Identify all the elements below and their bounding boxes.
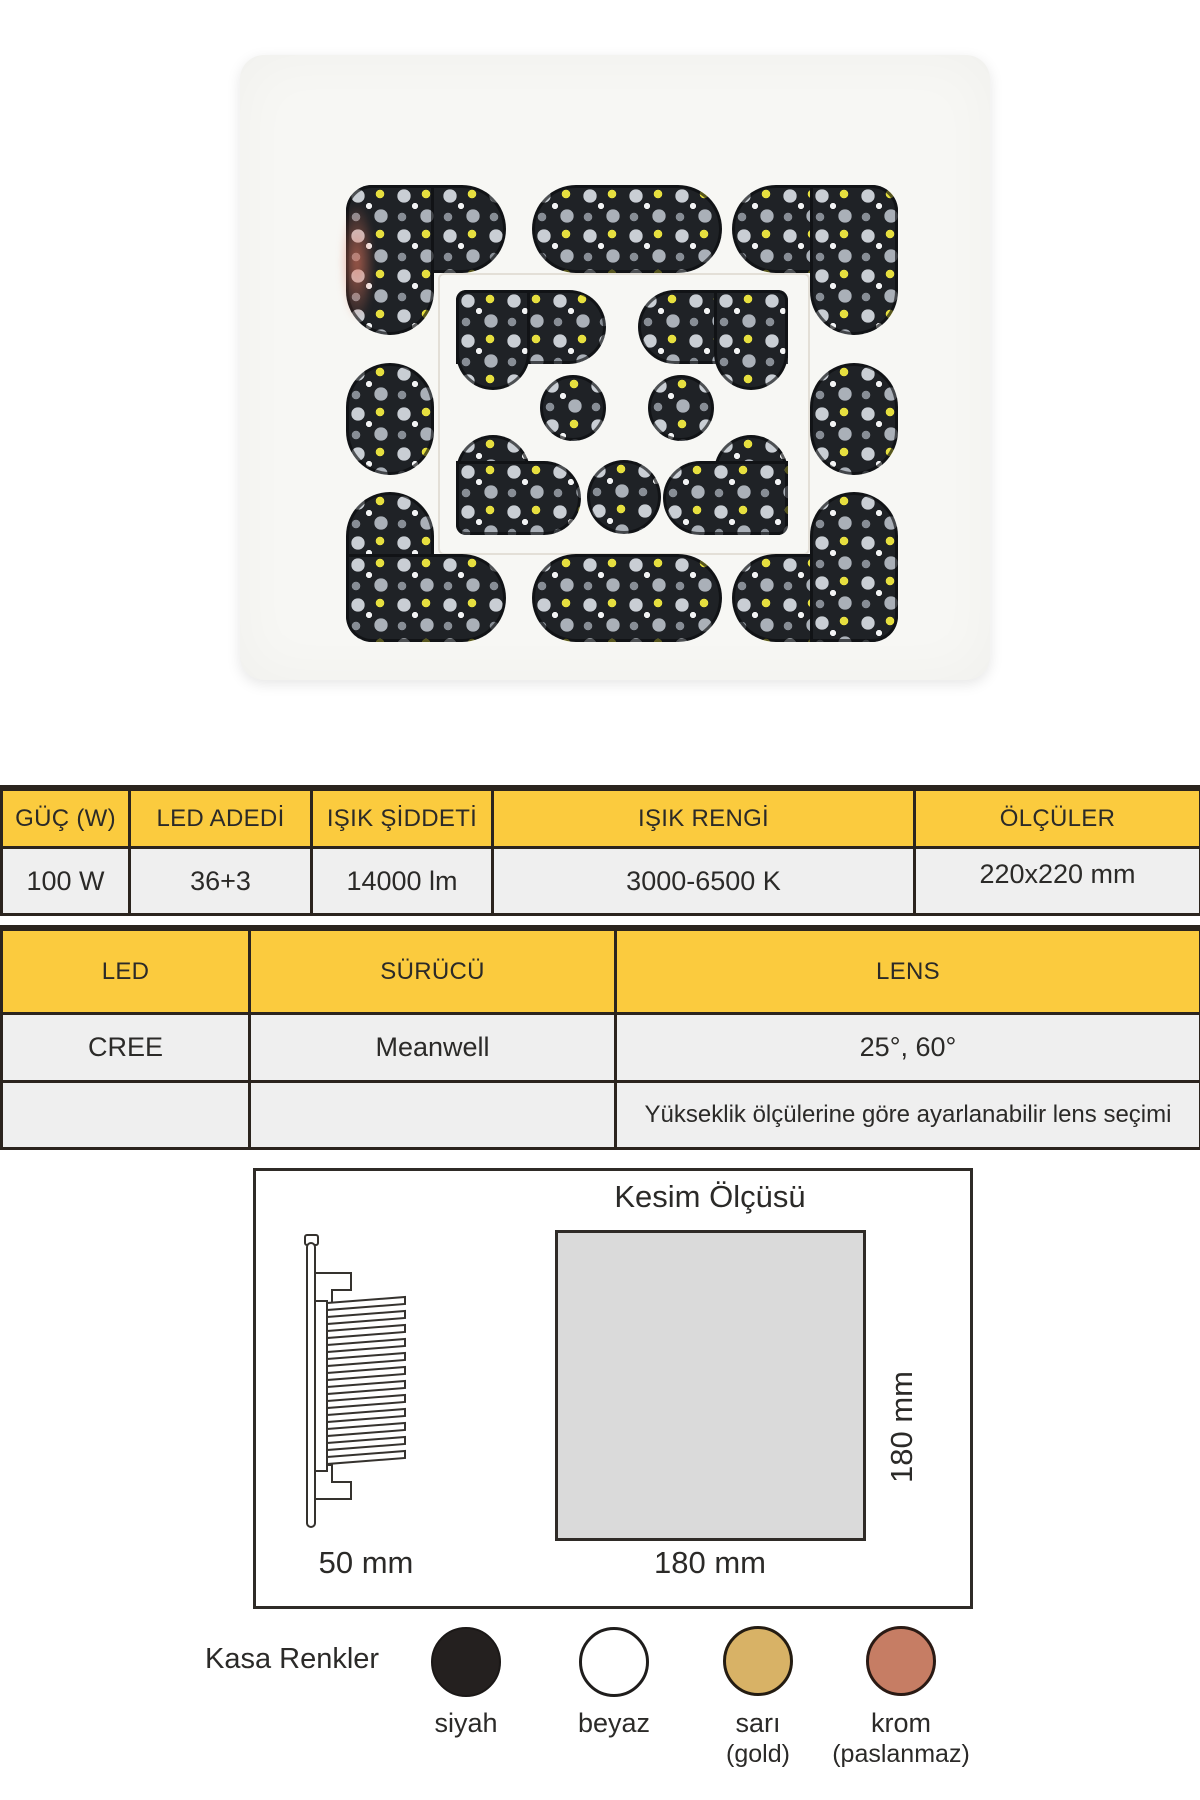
spec-table: GÜÇ (W) LED ADEDİ IŞIK ŞİDDETİ IŞIK RENG… xyxy=(0,785,1200,916)
component-empty-2 xyxy=(248,1080,614,1147)
spec-header-power: GÜÇ (W) xyxy=(3,788,128,846)
led-cutout-right-pill xyxy=(810,363,898,475)
led-cutout-inner-bottom-right-h xyxy=(663,461,788,535)
case-colors-title: Kasa Renkler xyxy=(205,1643,380,1675)
component-value-lens: 25°, 60° xyxy=(614,1012,1199,1080)
color-swatch-gold xyxy=(723,1626,793,1696)
color-label-chrome: krom xyxy=(871,1708,931,1738)
spec-value-power: 100 W xyxy=(3,846,128,913)
component-header-led: LED xyxy=(3,928,248,1012)
photo-red-reflection xyxy=(340,205,374,320)
color-label-white: beyaz xyxy=(577,1708,651,1738)
cutout-diagram-title: Kesim Ölçüsü xyxy=(614,1179,806,1214)
led-cutout-circle-bottom xyxy=(587,460,661,534)
component-lens-note: Yükseklik ölçülerine göre ayarlanabilir … xyxy=(614,1080,1199,1147)
component-value-led: CREE xyxy=(3,1012,248,1080)
led-cutout-bottom-left-h xyxy=(346,554,506,642)
color-sublabel-gold: (gold) xyxy=(726,1740,790,1768)
cutout-height-dimension: 180 mm xyxy=(884,1371,919,1483)
product-photo-led-panel xyxy=(240,55,990,680)
led-cutout-top-right-v xyxy=(810,185,898,335)
component-empty-1 xyxy=(3,1080,248,1147)
spec-header-dimensions: ÖLÇÜLER xyxy=(913,788,1199,846)
led-cutout-circle-right xyxy=(648,375,714,441)
heatsink-side-view-drawing xyxy=(304,1234,406,1528)
color-swatch-black xyxy=(431,1627,501,1697)
spec-value-led-count: 36+3 xyxy=(128,846,310,913)
color-swatch-chrome xyxy=(866,1626,936,1696)
spec-value-color-temp: 3000-6500 K xyxy=(491,846,913,913)
component-header-driver: SÜRÜCÜ xyxy=(248,928,614,1012)
led-cutout-inner-top-left-v xyxy=(456,290,530,390)
spec-header-intensity: IŞIK ŞİDDETİ xyxy=(310,788,491,846)
spec-header-color-temp: IŞIK RENGİ xyxy=(491,788,913,846)
color-label-gold: sarı xyxy=(735,1708,781,1738)
component-header-lens: LENS xyxy=(614,928,1199,1012)
led-cutout-top-pill xyxy=(532,185,722,273)
heatsink-depth-dimension: 50 mm xyxy=(318,1545,414,1580)
led-cutout-circle-left xyxy=(540,375,606,441)
color-label-black: siyah xyxy=(434,1708,498,1738)
component-table: LED SÜRÜCÜ LENS CREE Meanwell 25°, 60° Y… xyxy=(0,925,1200,1150)
led-cutout-inner-bottom-left-h xyxy=(456,461,581,535)
cutout-square xyxy=(555,1230,866,1541)
cutout-width-dimension: 180 mm xyxy=(654,1545,766,1580)
led-cutout-bottom-pill xyxy=(532,554,722,642)
led-cutout-inner-top-right-v xyxy=(714,290,788,390)
cutout-diagram-box: Kesim Ölçüsü xyxy=(253,1168,973,1609)
led-cutout-bottom-right-v xyxy=(810,492,898,642)
spec-value-intensity: 14000 lm xyxy=(310,846,491,913)
color-swatch-white xyxy=(579,1627,649,1697)
spec-value-dimensions: 220x220 mm xyxy=(913,846,1199,913)
led-cutout-left-pill xyxy=(346,363,434,475)
color-sublabel-chrome: (paslanmaz) xyxy=(832,1740,970,1768)
component-value-driver: Meanwell xyxy=(248,1012,614,1080)
spec-header-led-count: LED ADEDİ xyxy=(128,788,310,846)
